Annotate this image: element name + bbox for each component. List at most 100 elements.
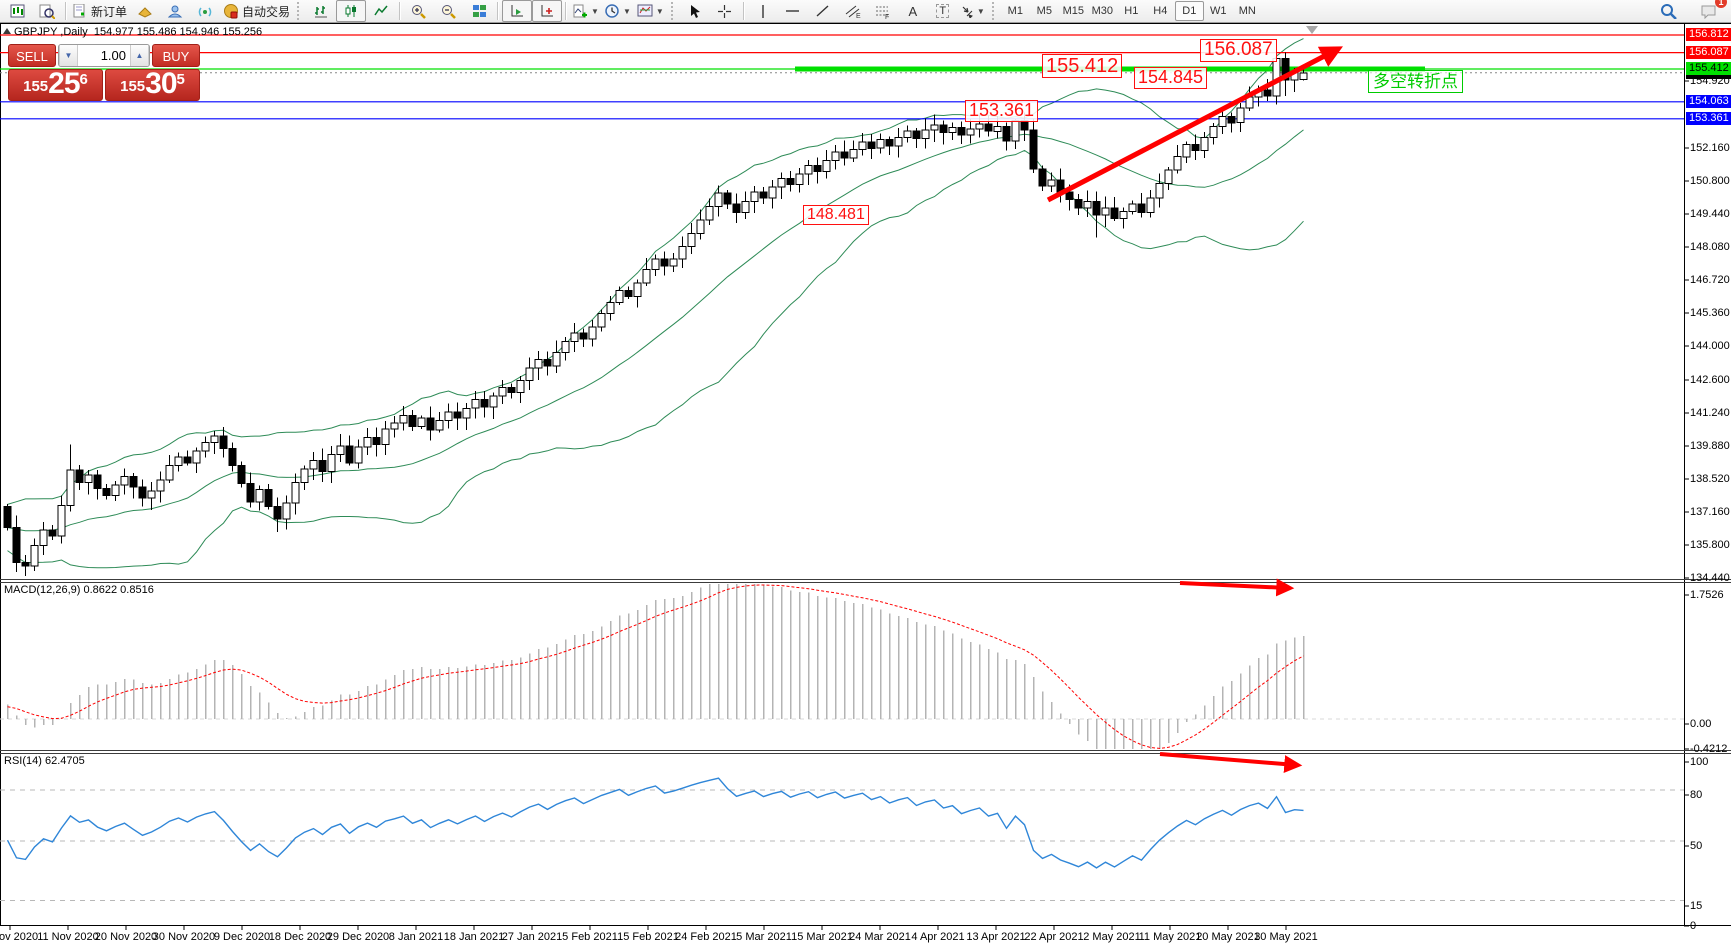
sell-price-figure: 155 bbox=[23, 78, 49, 95]
add-indicator-dropdown[interactable]: ▼ bbox=[570, 0, 602, 22]
timeframe-button-h4[interactable]: H4 bbox=[1153, 5, 1168, 17]
timeframe-button-w1[interactable]: W1 bbox=[1210, 5, 1227, 17]
volume-increase-button[interactable]: ▲ bbox=[130, 45, 149, 66]
new-order-label: 新订单 bbox=[91, 4, 128, 19]
date-axis-label: 30 May 2021 bbox=[1254, 931, 1318, 943]
date-axis-label: 5 Mar 2021 bbox=[736, 931, 792, 943]
svg-text:E: E bbox=[856, 13, 861, 19]
text-icon: A bbox=[908, 3, 918, 19]
timeframe-button-d1[interactable]: D1 bbox=[1174, 1, 1204, 21]
notifications-button[interactable]: 1 bbox=[1693, 0, 1727, 22]
periods-dropdown[interactable]: ▼ bbox=[602, 0, 634, 22]
cursor-tool-button[interactable] bbox=[680, 0, 710, 22]
fibonacci-tool-button[interactable]: F bbox=[868, 0, 898, 22]
date-axis-label: 18 Dec 2020 bbox=[268, 931, 332, 943]
text-label-icon: T bbox=[936, 4, 950, 18]
search-button[interactable] bbox=[1653, 0, 1683, 22]
toolbar-drag-handle[interactable] bbox=[297, 2, 302, 20]
crosshair-tool-button[interactable] bbox=[710, 0, 740, 22]
sell-button[interactable]: SELL bbox=[8, 44, 56, 67]
date-axis-label: 20 Nov 2020 bbox=[94, 931, 158, 943]
macd-label: MACD(12,26,9) 0.8622 0.8516 bbox=[4, 584, 154, 596]
price-axis-tick: 135.800 bbox=[1690, 539, 1730, 551]
channel-tool-button[interactable]: E bbox=[838, 0, 868, 22]
price-annotation-label[interactable]: 153.361 bbox=[965, 100, 1039, 122]
caret-down-icon: ▼ bbox=[976, 6, 985, 16]
new-order-button[interactable]: 新订单 bbox=[70, 0, 130, 22]
toolbar-separator bbox=[742, 2, 745, 20]
bar-chart-icon bbox=[315, 6, 328, 18]
date-axis-label: 4 Apr 2021 bbox=[911, 931, 965, 943]
terminal-button[interactable] bbox=[160, 0, 190, 22]
new-chart-button[interactable] bbox=[2, 0, 32, 22]
signals-button[interactable] bbox=[190, 0, 220, 22]
tile-windows-icon bbox=[472, 5, 486, 17]
timeframe-button-m30[interactable]: M30 bbox=[1091, 5, 1113, 17]
toolbar-drag-handle[interactable] bbox=[991, 2, 997, 20]
buy-price-panel[interactable]: 155 30 5 bbox=[105, 69, 200, 101]
date-axis-label: 2 Nov 2020 bbox=[0, 931, 39, 943]
autotrade-button[interactable]: 自动交易 bbox=[220, 0, 293, 22]
profile-next-button[interactable] bbox=[502, 0, 533, 22]
templates-dropdown[interactable]: ▼ bbox=[634, 0, 667, 22]
bar-chart-button[interactable] bbox=[306, 0, 336, 22]
volume-decrease-button[interactable]: ▼ bbox=[59, 45, 78, 66]
date-axis-label: 11 May 2021 bbox=[1138, 931, 1202, 943]
date-axis-label: 24 Feb 2021 bbox=[675, 931, 737, 943]
sell-price-panel[interactable]: 155 25 6 bbox=[8, 69, 103, 101]
indicator-doc-icon bbox=[573, 4, 588, 17]
profiles-button[interactable] bbox=[32, 0, 62, 22]
timeframe-button-mn[interactable]: MN bbox=[1238, 5, 1256, 17]
collapse-arrow-icon[interactable] bbox=[3, 28, 11, 34]
history-center-icon bbox=[138, 6, 152, 18]
price-annotation-label[interactable]: 148.481 bbox=[803, 205, 869, 225]
label-tool-button[interactable]: T bbox=[928, 0, 958, 22]
search-icon bbox=[1660, 4, 1677, 19]
annotation-note[interactable]: 多空转折点 bbox=[1368, 70, 1463, 93]
price-axis-tick: 142.600 bbox=[1690, 374, 1730, 386]
price-axis-badge: 153.361 bbox=[1686, 112, 1731, 125]
macd-axis-tick: 1.7526 bbox=[1690, 589, 1724, 601]
signals-icon bbox=[198, 7, 211, 17]
rsi-label: RSI(14) 62.4705 bbox=[4, 755, 85, 767]
zoom-in-button[interactable] bbox=[404, 0, 434, 22]
history-center-button[interactable] bbox=[130, 0, 160, 22]
equidistant-channel-icon: E bbox=[845, 5, 861, 19]
tile-windows-button[interactable] bbox=[464, 0, 494, 22]
trendline-tool-button[interactable] bbox=[808, 0, 838, 22]
timeframe-button-m15[interactable]: M15 bbox=[1062, 5, 1084, 17]
arrows-tool-dropdown[interactable]: ▼ bbox=[958, 0, 988, 22]
chart-shift-marker[interactable] bbox=[1306, 26, 1318, 34]
notification-badge: 1 bbox=[1715, 0, 1727, 8]
buy-button[interactable]: BUY bbox=[152, 44, 200, 67]
line-chart-button[interactable] bbox=[366, 0, 396, 22]
toolbar-separator bbox=[497, 2, 500, 20]
timeframe-button-m5[interactable]: M5 bbox=[1036, 5, 1052, 17]
buy-price-point: 5 bbox=[176, 71, 185, 88]
price-axis-badge: 156.812 bbox=[1686, 28, 1731, 41]
price-axis-tick: 146.720 bbox=[1690, 274, 1730, 286]
hline-tool-button[interactable] bbox=[778, 0, 808, 22]
vline-tool-button[interactable] bbox=[748, 0, 778, 22]
timeframe-button-h1[interactable]: H1 bbox=[1124, 5, 1139, 17]
template-chart-icon bbox=[637, 4, 653, 17]
date-axis-label: 15 Feb 2021 bbox=[617, 931, 679, 943]
date-axis-label: 8 Jan 2021 bbox=[388, 931, 444, 943]
profile-add-button[interactable] bbox=[532, 0, 563, 22]
price-annotation-label[interactable]: 155.412 bbox=[1042, 54, 1123, 78]
toolbar-drag-handle[interactable] bbox=[670, 2, 676, 20]
timeframe-button-m1[interactable]: M1 bbox=[1007, 5, 1023, 17]
date-axis-label: 9 Dec 2020 bbox=[213, 931, 271, 943]
toolbar: 新订单 自动交易 bbox=[0, 0, 1731, 23]
price-axis-tick: 149.440 bbox=[1690, 208, 1730, 220]
zoom-in-icon bbox=[412, 4, 426, 19]
price-annotation-label[interactable]: 156.087 bbox=[1200, 39, 1277, 62]
candlestick-chart-button[interactable] bbox=[336, 0, 367, 22]
price-annotation-label[interactable]: 154.845 bbox=[1134, 67, 1208, 89]
text-tool-button[interactable]: A bbox=[898, 0, 928, 22]
volume-input[interactable] bbox=[78, 45, 130, 66]
zoom-out-button[interactable] bbox=[434, 0, 464, 22]
date-axis-label: 15 Mar 2021 bbox=[791, 931, 853, 943]
